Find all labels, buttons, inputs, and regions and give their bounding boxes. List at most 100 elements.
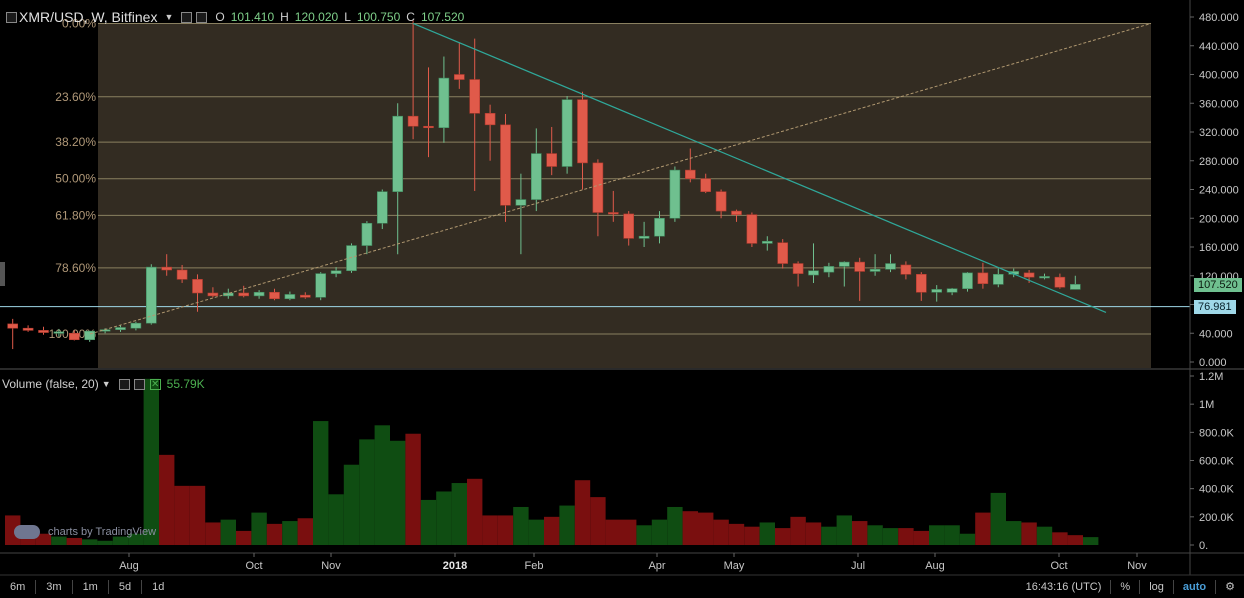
candle xyxy=(423,67,434,158)
volume-bar xyxy=(759,522,775,545)
tradingview-watermark[interactable]: charts by TradingView xyxy=(14,525,156,539)
gear-icon[interactable] xyxy=(196,11,208,23)
volume-bar xyxy=(1021,522,1037,545)
volume-y-tick-label: 1M xyxy=(1199,399,1214,411)
volume-bar xyxy=(821,526,837,545)
open-label: O xyxy=(215,10,225,24)
fib-level-label: 78.60% xyxy=(55,261,96,275)
log-scale-button[interactable]: log xyxy=(1149,580,1164,593)
candle xyxy=(977,262,989,289)
chevron-down-icon[interactable]: ▼ xyxy=(164,12,174,22)
x-tick-label: Feb xyxy=(525,560,544,572)
candle xyxy=(130,321,142,331)
x-tick-label: Aug xyxy=(119,560,139,572)
bottom-toolbar: 6m 3m 1m 5d 1d xyxy=(0,575,1244,598)
volume-bar xyxy=(390,440,406,545)
volume-bar xyxy=(420,499,437,545)
volume-bar xyxy=(513,506,529,545)
high-value: 120.020 xyxy=(294,10,339,24)
y-tick-label: 160.000 xyxy=(1199,242,1239,254)
symbol-title[interactable]: XMR/USD, W, Bitfinex xyxy=(19,9,158,25)
volume-bar xyxy=(313,421,329,545)
candle xyxy=(469,38,481,191)
range-1m-button[interactable]: 1m xyxy=(82,580,98,593)
candle xyxy=(161,254,172,276)
clock-readout[interactable]: 16:43:16 (UTC) xyxy=(1025,580,1102,593)
volume-bar xyxy=(959,533,976,545)
candle xyxy=(869,254,881,276)
range-1d-button[interactable]: 1d xyxy=(152,580,165,593)
volume-bar xyxy=(1006,521,1022,545)
range-6m-button[interactable]: 6m xyxy=(10,580,26,593)
candle xyxy=(931,285,943,302)
x-tick-label: Oct xyxy=(1050,560,1067,572)
candle xyxy=(838,261,850,287)
volume-bar xyxy=(1083,537,1099,545)
volume-bar xyxy=(51,536,67,545)
candle xyxy=(900,261,912,280)
candle xyxy=(623,211,635,246)
volume-title[interactable]: Volume (false, 20) xyxy=(2,377,99,391)
volume-bar xyxy=(574,480,591,545)
volume-bar xyxy=(189,485,206,545)
close-icon[interactable]: ✕ xyxy=(149,378,161,390)
volume-y-tick-label: 400.0K xyxy=(1199,484,1235,496)
settings-gear-icon[interactable]: ⚙ xyxy=(1225,581,1235,593)
candle xyxy=(284,291,296,301)
fib-retracement-trendline[interactable] xyxy=(89,22,1152,335)
candle xyxy=(484,104,496,161)
volume-bar xyxy=(744,526,760,545)
x-tick-label: Nov xyxy=(321,560,341,572)
last-price-tag: 107.520 xyxy=(1194,278,1242,292)
candle xyxy=(638,221,650,247)
volume-bar xyxy=(343,464,360,545)
volume-bar xyxy=(282,521,298,545)
candle xyxy=(22,325,34,332)
descending-trendline[interactable] xyxy=(412,22,1107,313)
candle xyxy=(438,56,450,143)
eye-icon[interactable] xyxy=(118,378,130,390)
watermark-text: charts by TradingView xyxy=(48,526,157,538)
y-tick-label: 360.000 xyxy=(1199,98,1239,110)
chevron-down-icon[interactable]: ▼ xyxy=(101,379,111,389)
range-3m-button[interactable]: 3m xyxy=(46,580,62,593)
candle xyxy=(84,330,95,342)
gear-icon[interactable] xyxy=(133,378,145,390)
candle xyxy=(1039,273,1050,280)
candle xyxy=(946,287,958,296)
collapse-icon[interactable] xyxy=(6,11,17,23)
candle xyxy=(53,328,65,337)
volume-bar xyxy=(251,512,267,545)
volume-bar xyxy=(143,378,159,545)
y-tick-label: 200.000 xyxy=(1199,213,1239,225)
eye-icon[interactable] xyxy=(181,11,193,23)
volume-bar xyxy=(35,533,52,545)
price-plot-background xyxy=(98,24,1151,369)
volume-bar xyxy=(698,512,714,545)
y-tick-label: 480.000 xyxy=(1199,12,1239,24)
scroll-handle[interactable] xyxy=(0,262,5,286)
candle xyxy=(38,326,49,335)
volume-bar xyxy=(82,539,98,545)
x-tick-label: 2018 xyxy=(443,560,467,572)
volume-bar xyxy=(128,533,144,545)
volume-bar xyxy=(528,519,544,545)
volume-bar xyxy=(929,525,945,545)
range-5d-button[interactable]: 5d xyxy=(118,580,132,593)
candle xyxy=(561,96,573,174)
volume-y-tick-label: 800.0K xyxy=(1199,427,1235,439)
volume-bar xyxy=(882,528,899,545)
candle xyxy=(315,272,327,301)
candle xyxy=(253,290,265,299)
volume-bar xyxy=(436,491,452,545)
percent-scale-button[interactable]: % xyxy=(1120,580,1131,593)
candle xyxy=(192,274,203,312)
tradingview-logo-icon xyxy=(14,525,40,539)
y-tick-label: 40.000 xyxy=(1199,328,1233,340)
auto-scale-button[interactable]: auto xyxy=(1182,580,1207,593)
volume-bar xyxy=(374,425,390,545)
candle xyxy=(684,148,696,183)
volume-bar xyxy=(975,512,991,545)
volume-y-tick-label: 200.0K xyxy=(1199,512,1235,524)
